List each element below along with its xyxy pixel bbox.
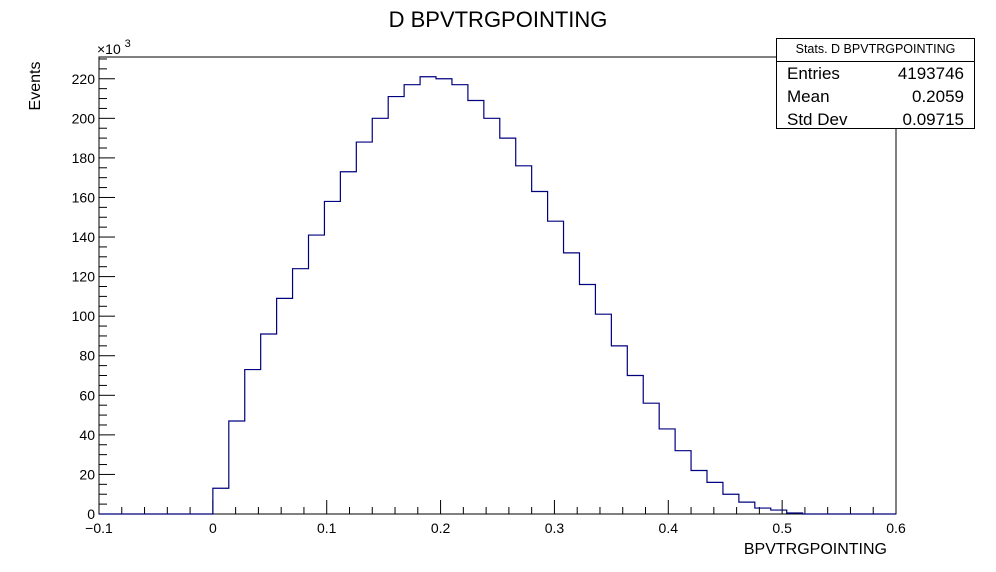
plot-frame [98,56,897,515]
x-tick-label: 0.1 [317,520,337,536]
y-tick-label: 20 [79,466,95,482]
stats-label: Mean [787,87,830,106]
y-tick-label: 200 [72,110,96,126]
stats-box: Stats. D BPVTRGPOINTING Entries 4193746 … [776,38,975,129]
stats-value: 0.2059 [912,87,964,106]
y-tick-label: 120 [72,269,96,285]
histogram-line [99,76,896,515]
stats-value: 0.09715 [902,110,964,129]
x-axis-label: BPVTRGPOINTING [744,541,887,558]
y-axis-label: Events [27,62,44,111]
x-tick-label: 0 [209,520,217,536]
stats-label: Std Dev [787,110,848,129]
x-tick-label: 0.6 [886,520,906,536]
y-tick-label: 100 [72,308,96,324]
y-tick-label: 0 [87,506,95,522]
y-tick-label: 80 [79,348,95,364]
chart-title: D BPVTRGPOINTING [389,7,608,32]
x-axis-ticks: −0.1 0 0.1 0.2 0.3 0.4 0.5 0.6 [85,500,906,536]
y-tick-label: 180 [72,150,96,166]
stats-title: Stats. D BPVTRGPOINTING [777,39,974,62]
stats-row-stddev: Std Dev 0.09715 [777,108,974,131]
y-multiplier-exp: 3 [125,38,131,50]
y-tick-label: 40 [79,427,95,443]
y-axis-ticks: 0 20 40 60 80 100 120 140 160 180 200 220 [72,58,115,522]
y-tick-label: 60 [79,387,95,403]
stats-label: Entries [787,64,840,83]
y-tick-label: 160 [72,189,96,205]
stats-row-mean: Mean 0.2059 [777,85,974,108]
y-tick-label: 220 [72,71,96,87]
x-tick-label: −0.1 [85,520,113,536]
y-multiplier: ×10 3 [97,38,131,57]
x-tick-label: 0.4 [659,520,679,536]
y-tick-label: 140 [72,229,96,245]
y-multiplier-base: ×10 [97,41,121,57]
x-tick-label: 0.2 [431,520,451,536]
stats-row-entries: Entries 4193746 [777,62,974,85]
x-tick-label: 0.5 [772,520,792,536]
stats-value: 4193746 [897,64,964,83]
x-tick-label: 0.3 [545,520,565,536]
